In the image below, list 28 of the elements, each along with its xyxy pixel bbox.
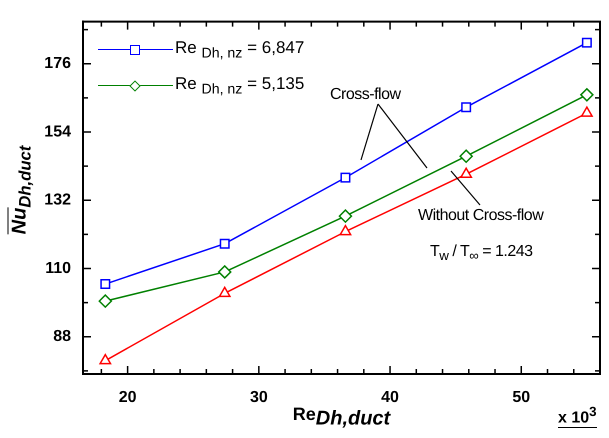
x-tick-label: 50 [512, 389, 530, 406]
annotation: T$_{w}$ / T$_{∞}$ = 1.243 [430, 243, 533, 264]
y-tick-label: 88 [53, 328, 72, 346]
point [98, 294, 112, 308]
point [340, 172, 350, 183]
point [99, 354, 112, 364]
point [338, 209, 352, 223]
x-tick-label: 40 [381, 389, 400, 406]
y-tick-label: 110 [45, 260, 72, 277]
point [459, 149, 473, 163]
point [580, 88, 594, 102]
y-tick-label: 132 [44, 192, 72, 209]
x-tick-label: 20 [118, 389, 137, 406]
point [582, 38, 592, 48]
legend-label: Re $_{Dh, nz}$ = 5,135 [175, 74, 304, 98]
point [218, 265, 232, 279]
point [220, 238, 230, 249]
point [461, 102, 472, 112]
point [100, 279, 110, 290]
y-tick-label: 154 [44, 123, 72, 140]
text: x 10$^{3}$ [558, 404, 597, 428]
point [339, 224, 352, 236]
y-tick-label: 176 [44, 55, 72, 72]
annotation: Without Cross-flow [418, 207, 544, 225]
legend-label: Re $_{Dh, nz}$ = 6,847 [175, 38, 304, 62]
annotation: Cross-flow [330, 86, 401, 104]
x-tick-label: 30 [250, 389, 268, 406]
point [218, 286, 231, 298]
